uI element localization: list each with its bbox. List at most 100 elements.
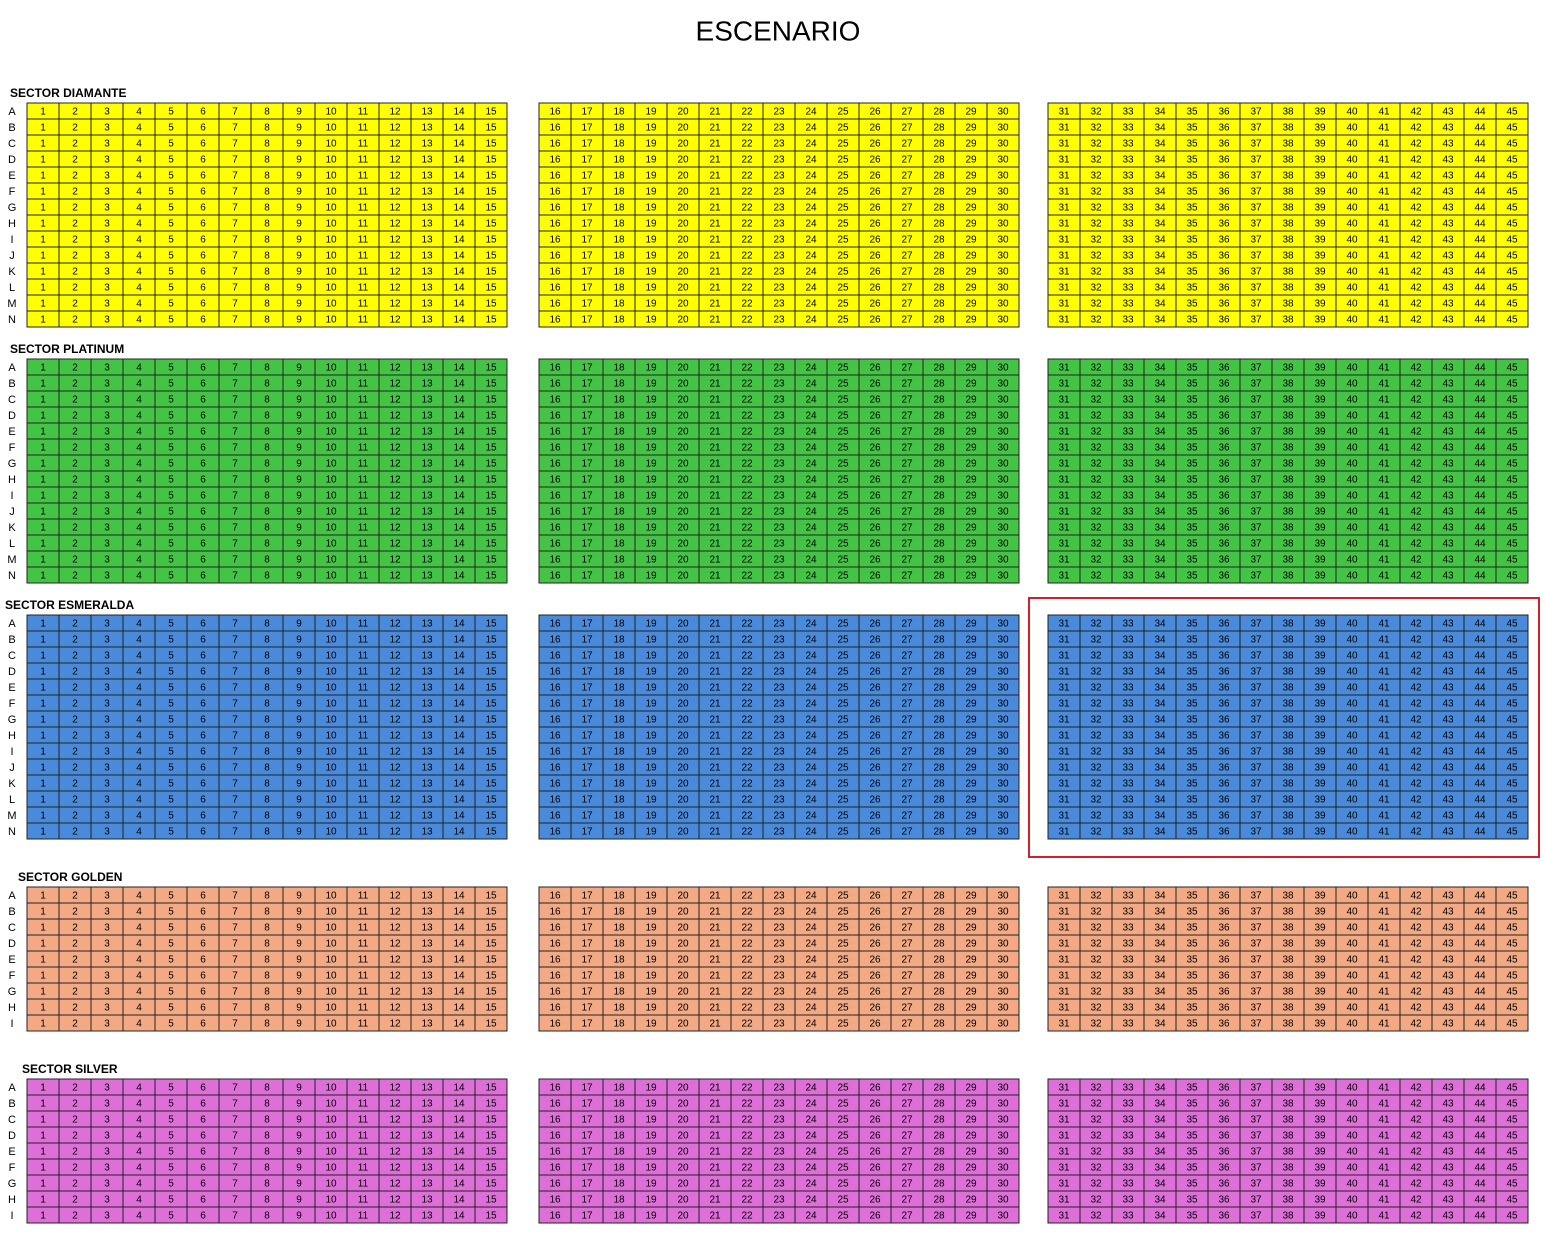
seat-number: 41 xyxy=(1378,811,1390,822)
seat-number: 42 xyxy=(1410,251,1422,262)
seat-number: 28 xyxy=(933,795,945,806)
seat-number: 22 xyxy=(741,891,753,902)
seat-number: 33 xyxy=(1122,395,1134,406)
seat-number: 16 xyxy=(549,619,561,630)
seat-number: 34 xyxy=(1154,363,1166,374)
seat-number: 36 xyxy=(1218,187,1230,198)
seat-number: 31 xyxy=(1058,491,1070,502)
seat-number: 8 xyxy=(264,651,270,662)
seat-number: 14 xyxy=(453,539,465,550)
seat-number: 13 xyxy=(421,123,433,134)
seat-number: 29 xyxy=(965,699,977,710)
seat-number: 8 xyxy=(264,155,270,166)
seat-number: 34 xyxy=(1154,1003,1166,1014)
seat-number: 5 xyxy=(168,283,174,294)
seat-number: 1 xyxy=(40,379,46,390)
seat-number: 11 xyxy=(358,635,369,646)
seat-number: 37 xyxy=(1250,683,1262,694)
seat-number: 16 xyxy=(549,203,561,214)
seat-number: 35 xyxy=(1186,539,1198,550)
seat-number: 26 xyxy=(869,939,881,950)
seat-number: 37 xyxy=(1250,251,1262,262)
seat-number: 38 xyxy=(1282,683,1294,694)
seat-number: 45 xyxy=(1506,539,1518,550)
seat-number: 31 xyxy=(1058,171,1070,182)
seat-number: 14 xyxy=(453,123,465,134)
seat-number: 22 xyxy=(741,779,753,790)
seat-number: 12 xyxy=(389,363,401,374)
seat-number: 1 xyxy=(40,971,46,982)
seat-number: 18 xyxy=(613,1019,625,1030)
seat-number: 26 xyxy=(869,923,881,934)
seat-number: 27 xyxy=(901,907,913,918)
seat-number: 11 xyxy=(358,155,369,166)
seat-number: 44 xyxy=(1474,475,1486,486)
seat-number: 4 xyxy=(136,363,142,374)
seat-number: 21 xyxy=(709,955,721,966)
seat-number: 11 xyxy=(358,283,369,294)
seat-number: 14 xyxy=(453,795,465,806)
seat-number: 21 xyxy=(709,715,721,726)
seat-number: 16 xyxy=(549,939,561,950)
seat-number: 34 xyxy=(1154,1131,1166,1142)
seat-number: 42 xyxy=(1410,187,1422,198)
seat-number: 6 xyxy=(200,395,206,406)
seat-number: 35 xyxy=(1186,811,1198,822)
seat-number: 1 xyxy=(40,731,46,742)
seat-number: 22 xyxy=(741,811,753,822)
seat-number: 19 xyxy=(645,731,657,742)
seat-number: 16 xyxy=(549,107,561,118)
seat-number: 10 xyxy=(325,203,337,214)
seat-number: 16 xyxy=(549,443,561,454)
seat-number: 35 xyxy=(1186,907,1198,918)
seat-number: 3 xyxy=(104,795,110,806)
seat-number: 3 xyxy=(104,747,110,758)
seat-number: 11 xyxy=(358,459,369,470)
seat-number: 35 xyxy=(1186,475,1198,486)
seat-number: 9 xyxy=(296,667,302,678)
seat-number: 37 xyxy=(1250,363,1262,374)
seat-number: 30 xyxy=(997,1131,1009,1142)
seat-number: 34 xyxy=(1154,507,1166,518)
seat-number: 40 xyxy=(1346,523,1358,534)
seat-number: 37 xyxy=(1250,283,1262,294)
seat-number: 1 xyxy=(40,635,46,646)
seat-number: 11 xyxy=(358,267,369,278)
seat-number: 1 xyxy=(40,395,46,406)
seat-number: 8 xyxy=(264,811,270,822)
seat-number: 30 xyxy=(997,731,1009,742)
seat-number: 22 xyxy=(741,939,753,950)
seat-number: 34 xyxy=(1154,219,1166,230)
seat-number: 7 xyxy=(232,939,238,950)
seat-number: 16 xyxy=(549,491,561,502)
seat-number: 6 xyxy=(200,315,206,326)
seat-number: 42 xyxy=(1410,235,1422,246)
seat-number: 11 xyxy=(358,1019,369,1030)
seat-number: 39 xyxy=(1314,971,1326,982)
seat-number: 16 xyxy=(549,747,561,758)
seat-number: 17 xyxy=(581,667,593,678)
seat-number: 21 xyxy=(709,1019,721,1030)
seat-number: 20 xyxy=(677,811,689,822)
seat-number: 12 xyxy=(389,811,401,822)
seat-number: 9 xyxy=(296,363,302,374)
seat-number: 20 xyxy=(677,427,689,438)
seat-number: 1 xyxy=(40,699,46,710)
seat-number: 19 xyxy=(645,203,657,214)
seat-number: 7 xyxy=(232,475,238,486)
seat-number: 28 xyxy=(933,811,945,822)
seat-number: 43 xyxy=(1442,267,1454,278)
seat-number: 10 xyxy=(325,107,337,118)
seat-number: 12 xyxy=(389,1131,401,1142)
seat-number: 9 xyxy=(296,795,302,806)
seat-number: 29 xyxy=(965,779,977,790)
seat-number: 31 xyxy=(1058,1099,1070,1110)
seat-number: 40 xyxy=(1346,987,1358,998)
seat-number: 29 xyxy=(965,939,977,950)
seat-number: 18 xyxy=(613,747,625,758)
seat-number: 24 xyxy=(805,779,817,790)
seat-number: 33 xyxy=(1122,315,1134,326)
seat-number: 42 xyxy=(1410,747,1422,758)
seat-number: 31 xyxy=(1058,251,1070,262)
seat-number: 19 xyxy=(645,939,657,950)
